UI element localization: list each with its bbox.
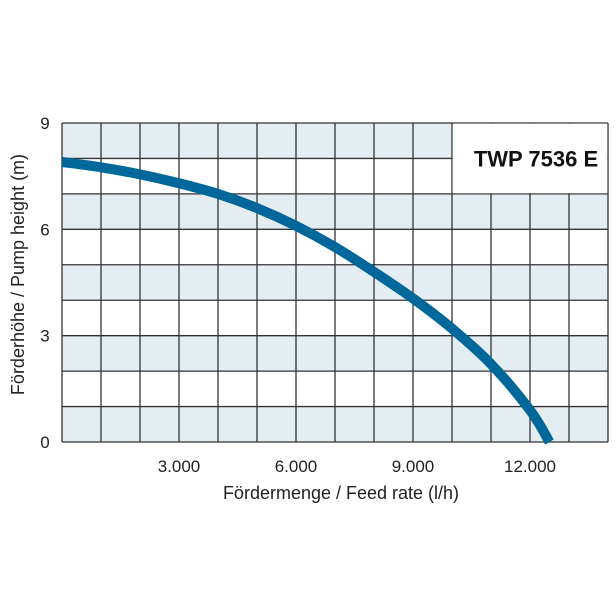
x-tick-label: 3.000: [158, 457, 201, 476]
chart-title: TWP 7536 E: [474, 146, 598, 171]
x-tick-label: 6.000: [275, 457, 318, 476]
y-axis-label: Förderhöhe / Pump height (m): [8, 154, 28, 395]
y-tick-label: 6: [40, 220, 49, 239]
model-label-background: [452, 123, 608, 194]
x-tick-label: 12.000: [504, 457, 556, 476]
y-tick-labels: 0 3 6 9: [40, 114, 49, 452]
x-tick-label: 9.000: [392, 457, 435, 476]
y-tick-label: 3: [40, 327, 49, 346]
pump-curve-line: [61, 157, 554, 445]
y-tick-label: 0: [40, 433, 49, 452]
series-layer: [61, 157, 554, 445]
model-label-box: TWP 7536 E: [452, 123, 608, 194]
y-tick-label: 9: [40, 114, 49, 133]
x-tick-labels: 3.000 6.000 9.000 12.000: [158, 457, 556, 476]
x-axis-label: Fördermenge / Feed rate (l/h): [223, 483, 459, 503]
